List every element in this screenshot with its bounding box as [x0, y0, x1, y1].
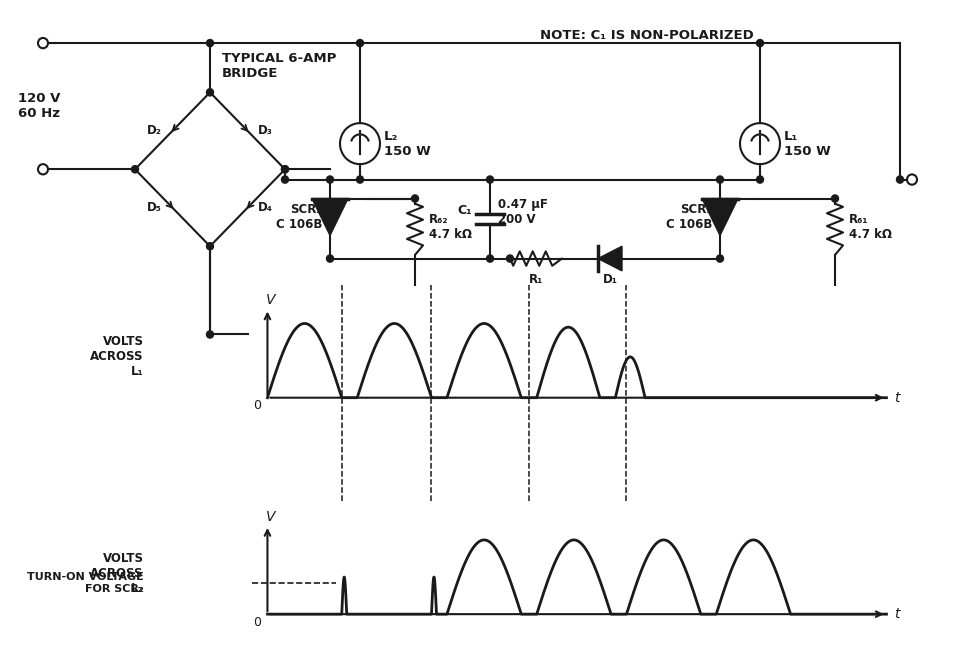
Circle shape	[832, 195, 838, 202]
Circle shape	[207, 242, 214, 250]
Text: D₃: D₃	[258, 125, 273, 137]
Polygon shape	[702, 198, 738, 236]
Circle shape	[207, 331, 214, 338]
Circle shape	[327, 255, 334, 262]
Text: 0: 0	[253, 615, 262, 629]
Text: V: V	[265, 293, 275, 307]
Circle shape	[897, 331, 904, 338]
Text: SCR₁
C 106B: SCR₁ C 106B	[666, 203, 712, 231]
Circle shape	[207, 89, 214, 96]
Circle shape	[356, 39, 363, 47]
Text: L₂
150 W: L₂ 150 W	[384, 130, 430, 158]
Circle shape	[281, 166, 289, 173]
Circle shape	[507, 255, 513, 262]
Polygon shape	[598, 246, 622, 271]
Circle shape	[132, 166, 139, 173]
Text: D₁
1N4003: D₁ 1N4003	[585, 273, 635, 301]
Circle shape	[327, 176, 334, 183]
Circle shape	[897, 176, 904, 183]
Text: V: V	[265, 509, 275, 523]
Text: D₄: D₄	[258, 201, 273, 214]
Text: 0: 0	[253, 399, 262, 412]
Text: R₆₂
4.7 kΩ: R₆₂ 4.7 kΩ	[429, 213, 472, 241]
Circle shape	[412, 331, 419, 338]
Circle shape	[756, 176, 763, 183]
Text: L₁
150 W: L₁ 150 W	[784, 130, 831, 158]
Polygon shape	[312, 198, 348, 236]
Text: D₂: D₂	[147, 125, 162, 137]
Text: t: t	[894, 607, 900, 621]
Circle shape	[281, 176, 289, 183]
Text: SCR₂
C 106B: SCR₂ C 106B	[275, 203, 322, 231]
Text: 0.47 μF
200 V: 0.47 μF 200 V	[498, 198, 548, 226]
Circle shape	[756, 39, 763, 47]
Text: TURN-ON VOLTAGE
FOR SCR₂: TURN-ON VOLTAGE FOR SCR₂	[27, 572, 143, 594]
Text: VOLTS
ACROSS
L₂: VOLTS ACROSS L₂	[90, 552, 143, 595]
Text: TYPICAL 6-AMP
BRIDGE: TYPICAL 6-AMP BRIDGE	[222, 52, 337, 80]
Text: VOLTS
ACROSS
L₁: VOLTS ACROSS L₁	[90, 336, 143, 378]
Text: D₅: D₅	[147, 201, 162, 214]
Circle shape	[412, 195, 419, 202]
Circle shape	[486, 176, 494, 183]
Circle shape	[486, 255, 494, 262]
Circle shape	[207, 39, 214, 47]
Circle shape	[716, 176, 723, 183]
Text: NOTE: C₁ IS NON-POLARIZED: NOTE: C₁ IS NON-POLARIZED	[540, 29, 753, 42]
Text: C₁: C₁	[458, 204, 472, 217]
Text: t: t	[894, 391, 900, 405]
Circle shape	[832, 331, 838, 338]
Circle shape	[716, 255, 723, 262]
Text: 120 V
60 Hz: 120 V 60 Hz	[18, 92, 61, 120]
Circle shape	[281, 166, 289, 173]
Text: R₆₁
4.7 kΩ: R₆₁ 4.7 kΩ	[849, 213, 892, 241]
Text: R₁
47 kΩ: R₁ 47 kΩ	[517, 273, 555, 301]
Circle shape	[356, 176, 363, 183]
